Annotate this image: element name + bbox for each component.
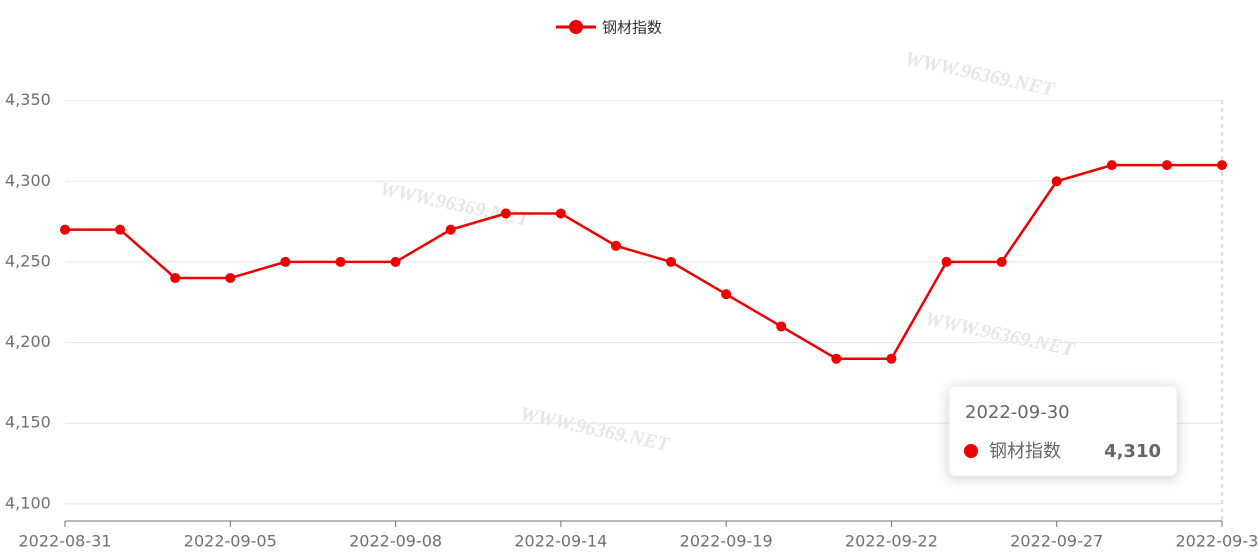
y-tick-label: 4,150 xyxy=(5,413,51,432)
watermark: WWW.96369.NET xyxy=(903,48,1057,101)
tooltip-value: 4,310 xyxy=(1104,441,1161,462)
data-point xyxy=(60,224,70,235)
x-tick-label: 2022-09-30 xyxy=(1176,532,1258,551)
y-tick-label: 4,250 xyxy=(5,251,51,270)
data-point xyxy=(1106,160,1117,171)
data-point xyxy=(1051,176,1062,187)
data-point xyxy=(335,256,346,267)
data-point xyxy=(831,353,842,364)
y-tick-label: 4,100 xyxy=(5,493,51,512)
data-point xyxy=(610,240,621,251)
legend-label: 钢材指数 xyxy=(602,19,662,37)
tooltip-box xyxy=(948,385,1178,477)
x-tick-label: 2022-09-22 xyxy=(845,532,938,551)
tooltip-marker xyxy=(964,444,978,458)
y-tick-label: 4,350 xyxy=(5,90,51,109)
watermark: WWW.96369.NET xyxy=(378,178,532,231)
data-point xyxy=(941,256,952,267)
tooltip: 2022-09-30 钢材指数 4,310 xyxy=(948,385,1178,477)
tooltip-series: 钢材指数 xyxy=(989,441,1061,462)
data-point xyxy=(280,256,291,267)
watermark: WWW.96369.NET xyxy=(518,403,672,456)
y-tick-label: 4,200 xyxy=(5,332,51,351)
x-tick-label: 2022-08-31 xyxy=(19,532,112,551)
data-point xyxy=(555,208,566,219)
tooltip-title: 2022-09-30 xyxy=(965,402,1070,423)
legend-marker xyxy=(569,20,583,34)
data-point xyxy=(666,256,677,267)
data-point xyxy=(721,289,732,300)
data-point xyxy=(445,224,456,235)
data-point xyxy=(225,273,236,284)
data-point xyxy=(170,273,181,284)
x-tick-label: 2022-09-05 xyxy=(184,532,277,551)
data-point xyxy=(996,256,1007,267)
data-point xyxy=(776,321,787,332)
y-tick-label: 4,300 xyxy=(5,171,51,190)
x-tick-label: 2022-09-19 xyxy=(680,532,773,551)
data-point xyxy=(500,208,511,219)
data-point xyxy=(115,224,126,235)
data-point xyxy=(886,353,897,364)
series-line xyxy=(65,163,1222,360)
legend: 钢材指数 xyxy=(556,19,662,37)
x-tick-label: 2022-09-08 xyxy=(349,532,442,551)
x-tick-label: 2022-09-27 xyxy=(1010,532,1103,551)
grid: 4,100 4,150 4,200 4,250 4,300 4,350 2022-08-31… xyxy=(5,90,1258,550)
data-point xyxy=(1217,160,1227,171)
watermark: WWW.96369.NET xyxy=(923,308,1077,361)
x-tick-label: 2022-09-14 xyxy=(514,532,607,551)
data-point xyxy=(1161,160,1172,171)
plot xyxy=(60,160,1227,364)
data-point xyxy=(390,256,401,267)
